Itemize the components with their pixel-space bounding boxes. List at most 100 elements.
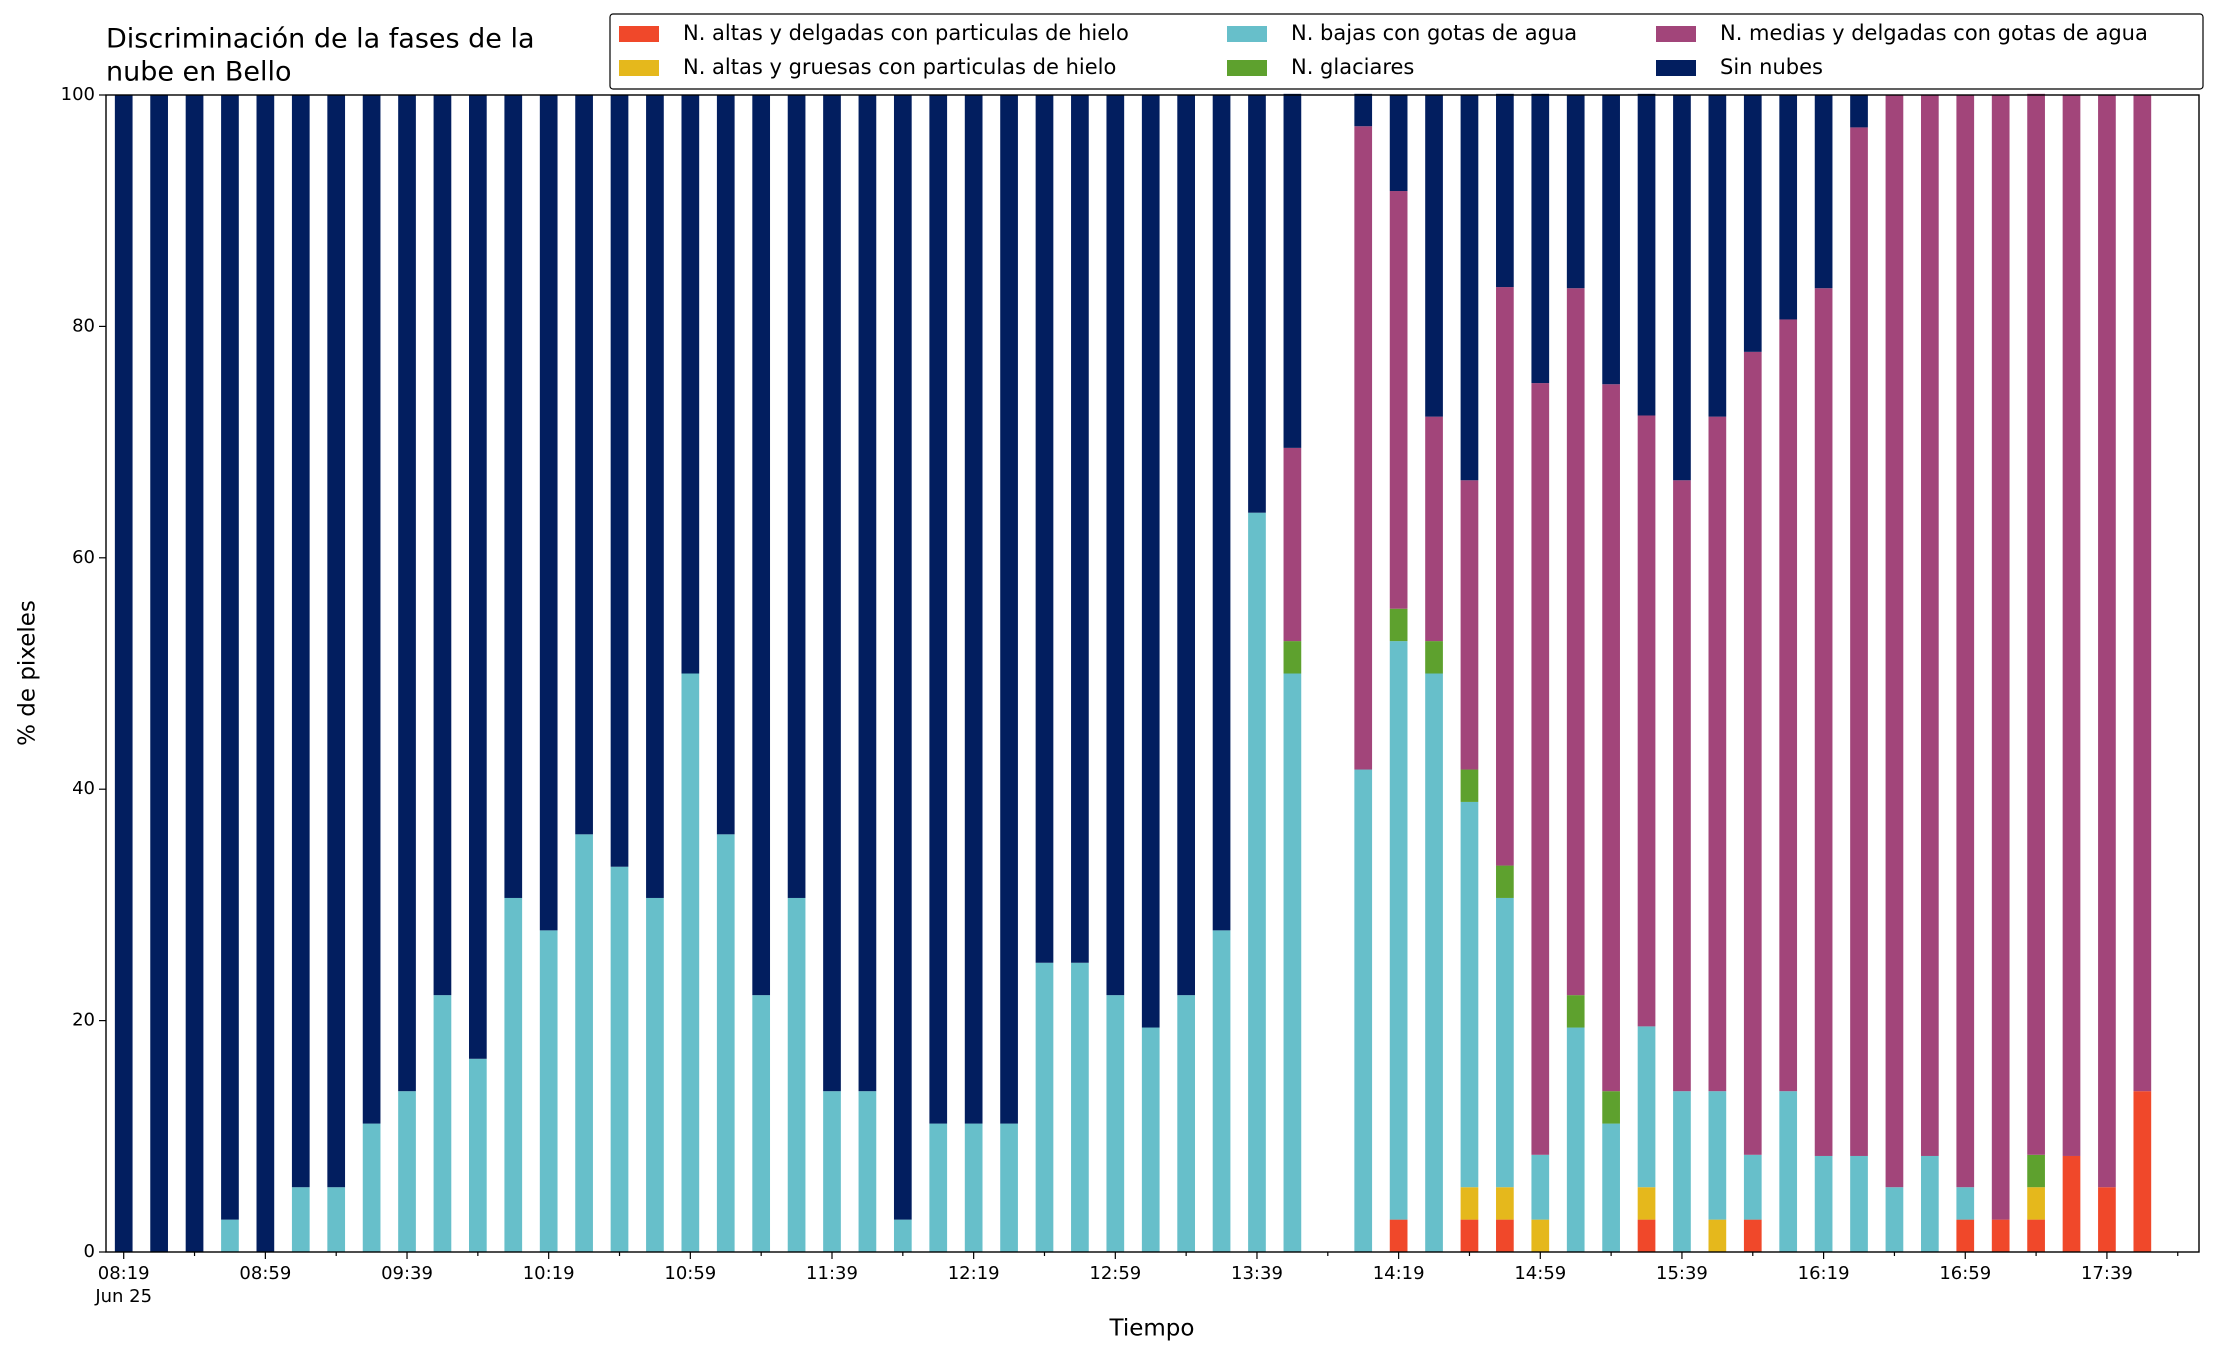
bar-segment [1425, 673, 1443, 1252]
bar-segment [2062, 95, 2081, 1156]
bar-segment [1460, 801, 1479, 1188]
bar-segment [1602, 1123, 1620, 1252]
bar-segment [398, 1091, 416, 1252]
bar-segment [575, 95, 593, 835]
x-tick-label: 14:59 [1514, 1263, 1566, 1284]
bar-segment [2062, 1155, 2081, 1252]
bar-segment [362, 1123, 381, 1252]
legend-swatch [619, 26, 659, 42]
bar-segment [787, 95, 806, 898]
bar-segment [1248, 512, 1266, 1252]
y-tick-label: 80 [72, 315, 95, 336]
bar-segment [1035, 95, 1054, 963]
bar-segment [468, 95, 487, 1059]
bar-segment [1920, 95, 1939, 1156]
bar-segment [1602, 95, 1620, 385]
bar-segment [1212, 95, 1231, 931]
bar-segment [1637, 415, 1656, 1027]
bar-segment [1779, 1091, 1798, 1252]
bar-segment [752, 95, 771, 996]
x-tick-label: 09:39 [381, 1263, 433, 1284]
bar-segment [1035, 962, 1054, 1252]
bar-segment [1850, 1155, 1868, 1252]
y-tick-label: 0 [84, 1241, 95, 1262]
bar-segment [1141, 1027, 1160, 1252]
x-tick-label: 12:59 [1089, 1263, 1141, 1284]
bar-segment [716, 95, 735, 835]
legend-label: Sin nubes [1720, 55, 1823, 79]
bar-segment [1637, 1026, 1656, 1188]
bar-segment [1566, 288, 1585, 996]
bar-segment [1814, 1155, 1833, 1252]
bar-segment [1779, 95, 1798, 320]
bar-segment [752, 995, 771, 1252]
bar-segment [1496, 897, 1514, 1188]
bar-segment [1000, 95, 1018, 1124]
bar-segment [1141, 95, 1160, 1028]
x-tick-label: 11:39 [806, 1263, 858, 1284]
bar-segment [1920, 1155, 1939, 1252]
bar-segment [221, 1219, 239, 1252]
bar-segment [1673, 1091, 1691, 1252]
bar-segment [1531, 93, 1550, 384]
bar-segment [1637, 1187, 1656, 1220]
y-tick-label: 40 [72, 778, 95, 799]
bar-segment [221, 95, 239, 1220]
bar-segment [681, 673, 700, 1252]
bar-segment [1389, 191, 1408, 609]
bar-segment [610, 866, 629, 1252]
legend-swatch [1227, 26, 1267, 42]
bar-segment [823, 95, 841, 1092]
bar-segment [1496, 93, 1514, 288]
bar-segment [1814, 288, 1833, 1156]
bar-segment [150, 95, 168, 1252]
bar-segment [1743, 351, 1762, 1155]
bar-segment [1743, 1154, 1762, 1220]
x-tick-label: 13:39 [1231, 1263, 1283, 1284]
x-tick-label: 14:19 [1373, 1263, 1425, 1284]
bar-segment [1389, 1219, 1408, 1252]
bar-segment [327, 95, 346, 1188]
bar-segment [1460, 480, 1479, 770]
bar-segment [1743, 95, 1762, 352]
bar-segment [2133, 95, 2152, 1092]
plot-frame [105, 94, 2200, 1253]
bar-segment [1071, 962, 1089, 1252]
bar-segment [1283, 673, 1302, 1252]
legend-label: N. bajas con gotas de agua [1291, 21, 1577, 45]
bar-segment [610, 95, 629, 867]
bar-segment [1000, 1123, 1018, 1252]
bar-segment [1991, 1219, 2010, 1252]
bar-segment [291, 1187, 310, 1252]
legend-swatch [1656, 26, 1696, 42]
x-tick-label: 08:59 [239, 1263, 291, 1284]
y-axis-label: % de pixeles [15, 600, 41, 746]
bar-segment [1106, 95, 1125, 996]
bar-segment [398, 95, 416, 1092]
bar-segment [1389, 95, 1408, 192]
chart-title: nube en Bello [106, 57, 292, 88]
legend-label: N. altas y delgadas con particulas de hi… [683, 21, 1129, 45]
legend-swatch [1656, 60, 1696, 76]
x-tick-label: 08:19 [98, 1263, 150, 1284]
bar-segment [2027, 1187, 2045, 1220]
bar-segment [468, 1058, 487, 1252]
bar-segment [1496, 1219, 1514, 1252]
bar-segment [1956, 1219, 1975, 1252]
bar-segment [964, 1123, 983, 1252]
bar-segment [1850, 127, 1868, 1156]
bar-segment [1637, 93, 1656, 416]
bar-segment [929, 1123, 948, 1252]
bar-segment [1354, 126, 1373, 770]
x-axis-label: Tiempo [1109, 1316, 1195, 1342]
bar-segment [1885, 1187, 1904, 1252]
y-tick-label: 60 [72, 547, 95, 568]
bar-segment [1673, 480, 1691, 1092]
bar-segment [1531, 1154, 1550, 1220]
bar-segment [2098, 95, 2116, 1188]
bar-segment [114, 95, 133, 1252]
bar-segment [1956, 1187, 1975, 1220]
bar-segment [1673, 95, 1691, 481]
x-tick-label: 15:39 [1656, 1263, 1708, 1284]
